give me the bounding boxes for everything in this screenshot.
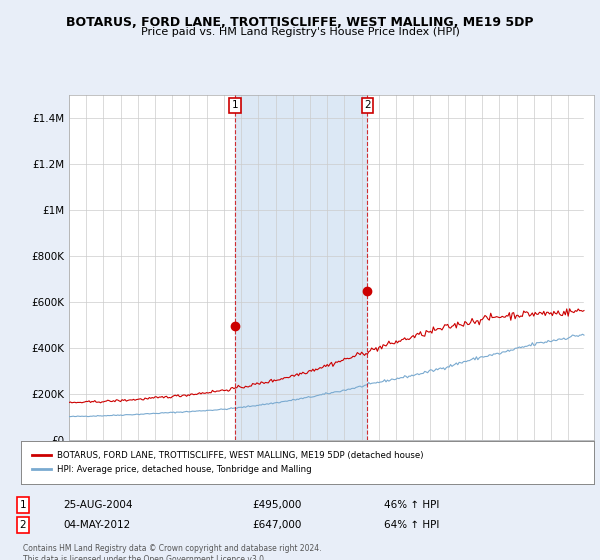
Legend: BOTARUS, FORD LANE, TROTTISCLIFFE, WEST MALLING, ME19 5DP (detached house), HPI:: BOTARUS, FORD LANE, TROTTISCLIFFE, WEST …	[28, 448, 427, 477]
Text: Price paid vs. HM Land Registry's House Price Index (HPI): Price paid vs. HM Land Registry's House …	[140, 27, 460, 37]
Text: BOTARUS, FORD LANE, TROTTISCLIFFE, WEST MALLING, ME19 5DP: BOTARUS, FORD LANE, TROTTISCLIFFE, WEST …	[66, 16, 534, 29]
Text: 25-AUG-2004: 25-AUG-2004	[63, 500, 133, 510]
Text: 04-MAY-2012: 04-MAY-2012	[63, 520, 130, 530]
Text: 2: 2	[19, 520, 26, 530]
Text: £495,000: £495,000	[252, 500, 301, 510]
Bar	[584, 95, 594, 440]
Text: Contains HM Land Registry data © Crown copyright and database right 2024.
This d: Contains HM Land Registry data © Crown c…	[23, 544, 322, 560]
Text: 1: 1	[232, 100, 238, 110]
Text: 2: 2	[364, 100, 371, 110]
Text: 1: 1	[19, 500, 26, 510]
Text: £647,000: £647,000	[252, 520, 301, 530]
Text: 46% ↑ HPI: 46% ↑ HPI	[384, 500, 439, 510]
Text: 64% ↑ HPI: 64% ↑ HPI	[384, 520, 439, 530]
Bar	[235, 95, 367, 440]
Bar	[584, 95, 594, 440]
